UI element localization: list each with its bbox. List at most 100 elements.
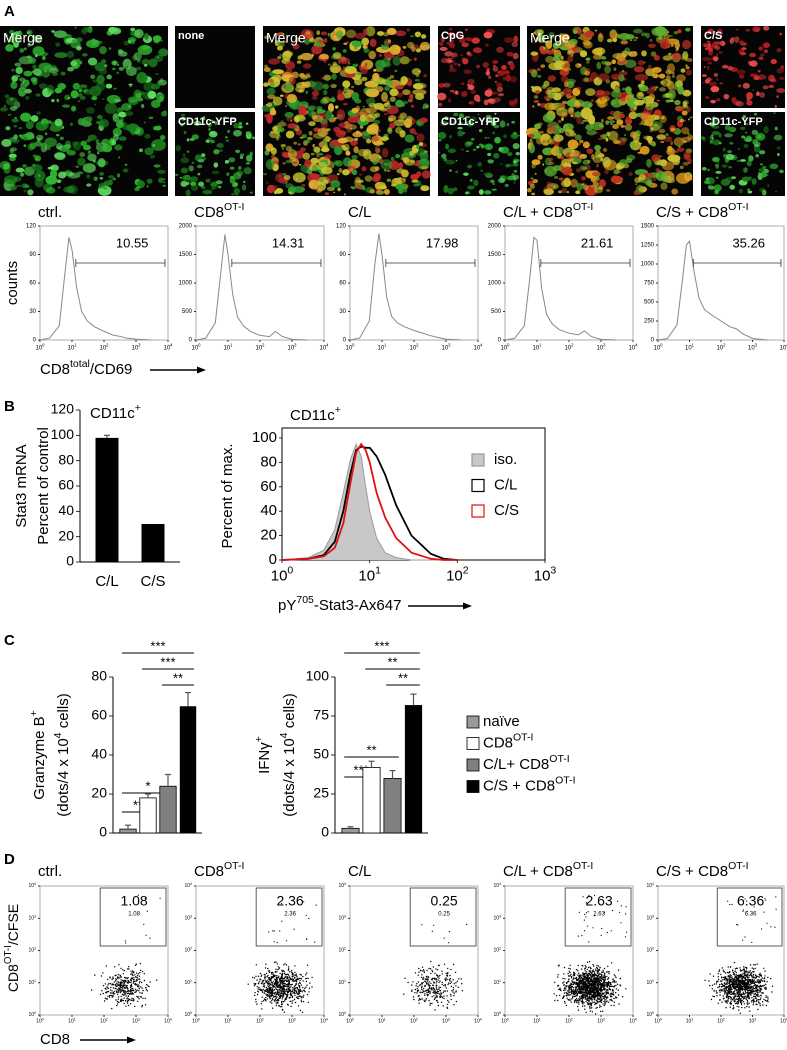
x-tick-label-part: 1 (74, 342, 77, 347)
event-dot (412, 981, 413, 982)
event-dot (277, 963, 278, 964)
event-dot (140, 970, 141, 971)
cell (104, 64, 107, 67)
event-dot (586, 966, 587, 967)
cell (286, 146, 293, 152)
event-dot (252, 977, 253, 978)
event-dot (276, 971, 277, 972)
cell (671, 128, 675, 132)
cell (660, 141, 664, 143)
cell (273, 96, 283, 105)
event-dot (308, 1002, 309, 1003)
event-dot (286, 977, 287, 978)
event-dot (573, 975, 574, 976)
x-tick-label-part: 2 (416, 1017, 418, 1021)
cell (646, 159, 652, 168)
event-dot (569, 1000, 570, 1001)
event-dot (554, 993, 555, 994)
event-dot (422, 970, 423, 971)
event-dot (119, 977, 120, 978)
cell (187, 151, 190, 153)
cell (148, 58, 157, 67)
cell (142, 45, 150, 49)
cell (543, 188, 553, 195)
cell (83, 90, 87, 93)
cell (500, 163, 502, 165)
cell (548, 94, 555, 98)
cell (386, 170, 390, 172)
event-dot (466, 924, 467, 925)
x-tick-label: 100 (346, 1017, 354, 1024)
gate-value: 1.08 (120, 893, 147, 909)
event-dot (461, 978, 462, 979)
cell (575, 190, 580, 194)
cell (460, 54, 463, 56)
arrow-head (197, 367, 206, 374)
x-tick-label: 103 (131, 342, 141, 351)
event-dot (142, 998, 143, 999)
x-tick-label: 101 (532, 342, 542, 351)
x-tick-label-part: 2 (106, 1017, 108, 1021)
cell (624, 78, 627, 81)
cell (323, 179, 328, 183)
cell (601, 134, 607, 139)
x-axis-label-part: /CD69 (90, 361, 133, 378)
cell (42, 123, 49, 128)
plot-title-part: CD11c (90, 405, 135, 422)
event-dot (276, 978, 277, 979)
cell (10, 106, 17, 111)
cell (323, 90, 327, 95)
cell (264, 67, 271, 72)
event-dot (277, 987, 278, 988)
cell (20, 113, 31, 122)
event-dot (432, 971, 433, 972)
event-dot (116, 986, 117, 987)
event-dot (290, 979, 291, 980)
event-dot (415, 985, 416, 986)
event-dot (280, 1006, 281, 1007)
event-dot (138, 984, 139, 985)
event-dot (591, 1005, 592, 1006)
cell (685, 28, 690, 32)
cell (493, 153, 499, 159)
event-dot (135, 976, 136, 977)
cell (763, 26, 769, 31)
cell (33, 122, 36, 123)
cell (535, 173, 537, 175)
cell (416, 48, 421, 52)
cell (284, 175, 291, 180)
event-dot (562, 978, 563, 979)
event-dot (438, 982, 439, 983)
event-dot (263, 983, 264, 984)
cell (703, 138, 706, 142)
cell (463, 173, 469, 176)
event-dot (302, 997, 303, 998)
cell (161, 40, 163, 42)
cell (351, 155, 357, 159)
cell (560, 156, 564, 159)
cell (395, 100, 403, 108)
event-dot (274, 962, 275, 963)
event-dot (279, 989, 280, 990)
event-dot (94, 974, 95, 975)
event-dot (609, 994, 610, 995)
event-dot (604, 980, 605, 981)
x-tick-label: 103 (287, 342, 297, 351)
cell (479, 189, 484, 195)
event-dot (443, 990, 444, 991)
x-tick-label-part: 0 (198, 342, 201, 347)
cell (560, 92, 564, 97)
cell (303, 152, 310, 159)
event-dot (585, 970, 586, 971)
event-dot (128, 966, 129, 967)
cell (487, 159, 494, 163)
cell (285, 181, 288, 184)
cell (160, 135, 165, 140)
event-dot (117, 977, 118, 978)
cell (675, 150, 678, 153)
cell (487, 153, 491, 156)
cell (10, 149, 14, 153)
cell (449, 68, 457, 72)
event-dot (577, 970, 578, 971)
event-dot (277, 1002, 278, 1003)
